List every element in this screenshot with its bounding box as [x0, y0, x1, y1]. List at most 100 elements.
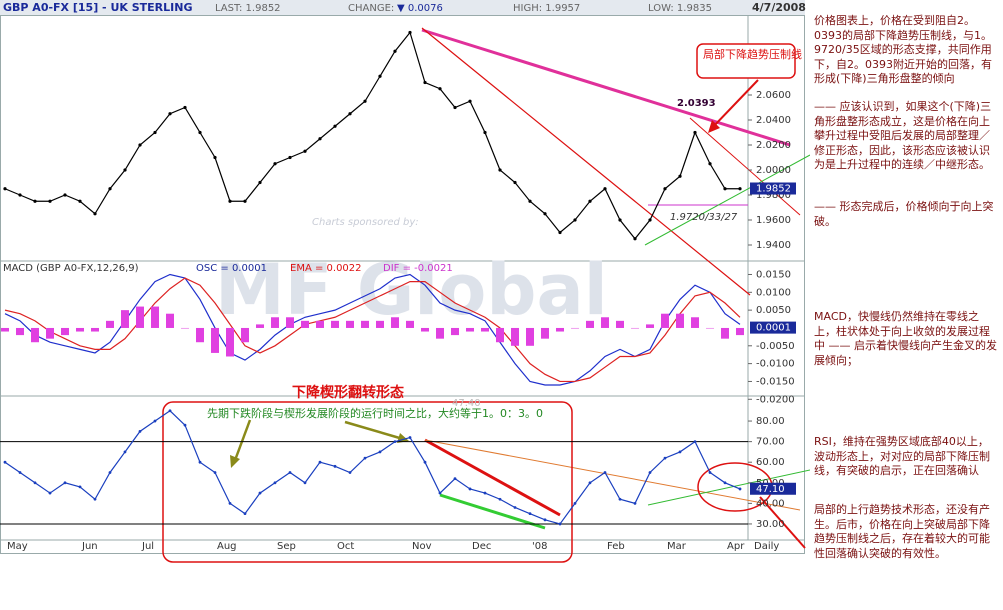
histogram-bar	[1, 327, 9, 332]
histogram-bar	[451, 327, 459, 336]
y-tick-label: 1.9800	[756, 190, 791, 201]
rsi-point	[198, 460, 202, 464]
histogram-bar	[436, 327, 444, 339]
y-tick-label: 60.00	[756, 457, 785, 468]
price-point	[243, 199, 247, 203]
rsi-point	[603, 471, 607, 474]
histogram-bar	[211, 327, 219, 353]
price-point	[333, 124, 337, 128]
price-point	[93, 212, 97, 216]
rsi-point	[138, 429, 142, 433]
price-point	[453, 105, 457, 110]
histogram-bar	[16, 327, 24, 336]
histogram-bar	[631, 327, 639, 329]
price-point	[258, 180, 262, 185]
rsi-point	[153, 419, 157, 423]
histogram-bar	[271, 317, 279, 328]
histogram-bar	[571, 327, 579, 329]
price-point	[228, 199, 232, 203]
macd-title: MACD (GBP A0-FX,12,26,9)	[3, 263, 139, 274]
histogram-bar	[166, 313, 174, 328]
high: HIGH: 1.9957	[513, 3, 580, 14]
x-tick-label: Nov	[412, 541, 432, 552]
header-bar	[0, 0, 805, 15]
price-point	[198, 130, 202, 135]
rsi-point	[288, 471, 292, 474]
rsi-point	[123, 450, 127, 454]
price-point	[348, 112, 352, 116]
price-point	[183, 105, 187, 110]
wedge-top	[424, 438, 561, 517]
y-tick-label: 0.0100	[756, 287, 791, 298]
last-value: 1.9852	[756, 184, 791, 195]
trend-line	[647, 469, 810, 506]
trend-line	[424, 439, 801, 511]
histogram-bar	[301, 320, 309, 328]
histogram-bar	[361, 320, 369, 328]
price-point	[588, 199, 592, 203]
histogram-bar	[601, 317, 609, 328]
rsi-point	[453, 477, 457, 481]
price-point	[663, 187, 667, 191]
histogram-bar	[331, 320, 339, 328]
price-point	[543, 212, 547, 216]
rsi-point	[723, 481, 727, 485]
price-point	[513, 180, 517, 185]
watermark-brand: MF Global	[215, 249, 608, 331]
histogram-bar	[256, 324, 264, 328]
price-point	[603, 187, 607, 191]
price-point	[438, 87, 442, 91]
histogram-bar	[496, 327, 504, 343]
histogram-bar	[406, 320, 414, 328]
y-tick-label: -0.0100	[756, 359, 795, 370]
arrow	[344, 420, 404, 441]
rsi-point	[588, 481, 592, 485]
y-tick-label: -0.0050	[756, 341, 795, 352]
histogram-bar	[676, 313, 684, 328]
histogram-bar	[541, 327, 549, 339]
rsi-point	[348, 471, 352, 474]
price-point	[318, 137, 322, 141]
x-tick-label: Mar	[667, 541, 687, 552]
commentary: MACD，快慢线仍然维持在零线之上，柱状体处于向上收敛的发展过程中 —— 启示着…	[814, 310, 997, 367]
histogram-bar	[736, 327, 744, 336]
trend-line	[689, 117, 801, 216]
price-point	[468, 99, 472, 103]
y-tick-label: 2.0400	[756, 115, 791, 126]
rsi-point	[408, 436, 412, 439]
histogram-bar	[376, 320, 384, 328]
histogram-bar	[391, 317, 399, 328]
last-value: 47.10	[756, 484, 785, 495]
price-point	[288, 155, 292, 160]
histogram-bar	[691, 317, 699, 328]
rsi-point	[168, 409, 172, 413]
price-point	[108, 187, 112, 191]
date: 4/7/2008	[752, 1, 806, 14]
rsi-point	[378, 450, 382, 454]
rsi-point	[243, 512, 247, 516]
rsi-point	[363, 456, 367, 460]
histogram-bar	[136, 306, 144, 328]
y-tick-label: -0.0150	[756, 376, 795, 387]
histogram-bar	[481, 327, 489, 332]
price-point	[678, 174, 682, 178]
rsi-point	[498, 497, 502, 501]
support-line	[644, 154, 810, 246]
wedge-box	[162, 401, 573, 563]
price-point	[408, 30, 412, 35]
low: LOW: 1.9835	[648, 3, 712, 14]
rsi-point	[528, 512, 532, 516]
price-line	[4, 31, 740, 240]
histogram-bar	[511, 327, 519, 346]
histogram-bar	[721, 327, 729, 339]
price-point	[738, 187, 742, 191]
x-tick-label: Sep	[277, 541, 296, 552]
price-point	[33, 199, 37, 203]
macd-line	[4, 277, 741, 383]
change-label: CHANGE:	[348, 3, 394, 14]
rsi-point	[543, 518, 547, 522]
y-tick-label: 80.00	[756, 416, 785, 427]
x-tick-label: '08	[532, 541, 547, 552]
annotation: 先期下跌阶段与楔形发展阶段的运行时间之比，大约等于1。0：3。0	[207, 406, 543, 420]
wedge-bottom	[439, 493, 546, 530]
